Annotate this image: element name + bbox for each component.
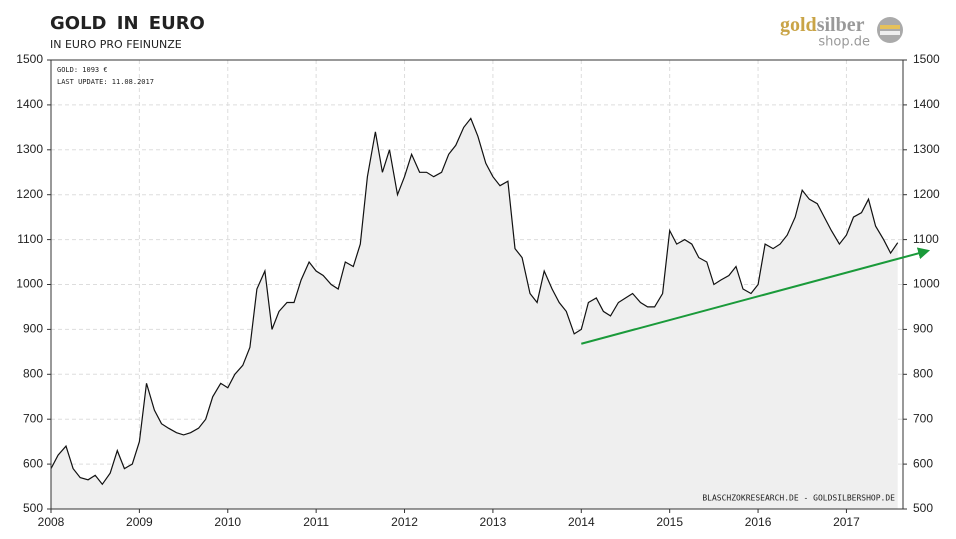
y-tick-label: 1500	[16, 52, 43, 66]
y-tick-label: 1200	[16, 187, 43, 201]
y-tick-label: 600	[23, 456, 43, 470]
x-tick-label: 2011	[303, 515, 329, 529]
x-tick-label: 2016	[745, 515, 772, 529]
trend-arrow	[581, 247, 931, 345]
logo: goldsilber shop.de	[780, 14, 903, 50]
source: BLASCHZOKRESEARCH.DE - GOLDSILBERSHOP.DE	[702, 494, 895, 503]
x-tick-label: 2012	[391, 515, 418, 529]
chart-title: GOLD IN EURO	[50, 13, 205, 34]
logo-bar	[880, 25, 900, 29]
x-tick-label: 2014	[568, 515, 595, 529]
y-tick-label: 500	[23, 501, 43, 515]
y2-tick-label: 900	[913, 322, 933, 336]
x-tick-label: 2009	[126, 515, 153, 529]
y2-tick-label: 800	[913, 366, 933, 380]
y-tick-label: 1000	[16, 277, 43, 291]
logo-sub: shop.de	[818, 35, 870, 50]
logo-bar	[880, 31, 900, 35]
plot-frame	[50, 59, 904, 510]
y-tick-label: 800	[23, 366, 43, 380]
annotation: GOLD: 1093 €	[57, 66, 108, 74]
y-tick-label: 700	[23, 411, 43, 425]
y2-tick-label: 1300	[913, 142, 940, 156]
y2-tick-label: 1500	[913, 52, 940, 66]
x-tick-label: 2010	[214, 515, 241, 529]
logo-silber: silber	[817, 14, 865, 36]
logo-gold: gold	[780, 14, 817, 36]
x-tick-label: 2008	[38, 515, 65, 529]
y2-tick-label: 1100	[913, 232, 939, 246]
x-tick-label: 2013	[480, 515, 507, 529]
annotation: LAST UPDATE: 11.08.2017	[57, 78, 154, 86]
y-tick-label: 1400	[16, 97, 43, 111]
y2-tick-label: 500	[913, 501, 933, 515]
y2-tick-label: 1200	[913, 187, 940, 201]
y2-tick-label: 600	[913, 456, 933, 470]
x-tick-label: 2015	[656, 515, 683, 529]
x-tick-label: 2017	[833, 515, 860, 529]
logo-text: goldsilber	[780, 14, 865, 36]
y-tick-label: 1100	[17, 232, 43, 246]
y-tick-label: 1300	[16, 142, 43, 156]
y2-tick-label: 700	[913, 411, 933, 425]
area	[51, 118, 898, 510]
line	[50, 117, 899, 486]
logo-icon	[877, 17, 903, 43]
y2-tick-label: 1400	[913, 97, 940, 111]
chart-subtitle: IN EURO PRO FEINUNZE	[50, 38, 182, 51]
y-tick-label: 900	[23, 322, 43, 336]
y2-tick-label: 1000	[913, 277, 940, 291]
